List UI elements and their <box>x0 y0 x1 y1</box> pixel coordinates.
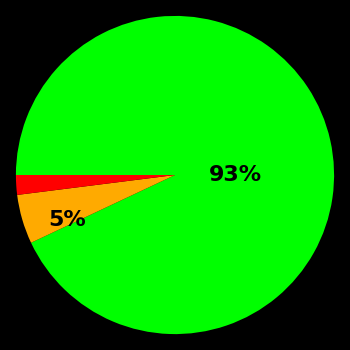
Text: 93%: 93% <box>209 165 262 185</box>
Wedge shape <box>16 16 334 334</box>
Wedge shape <box>16 175 175 195</box>
Wedge shape <box>17 175 175 243</box>
Text: 5%: 5% <box>48 210 86 230</box>
